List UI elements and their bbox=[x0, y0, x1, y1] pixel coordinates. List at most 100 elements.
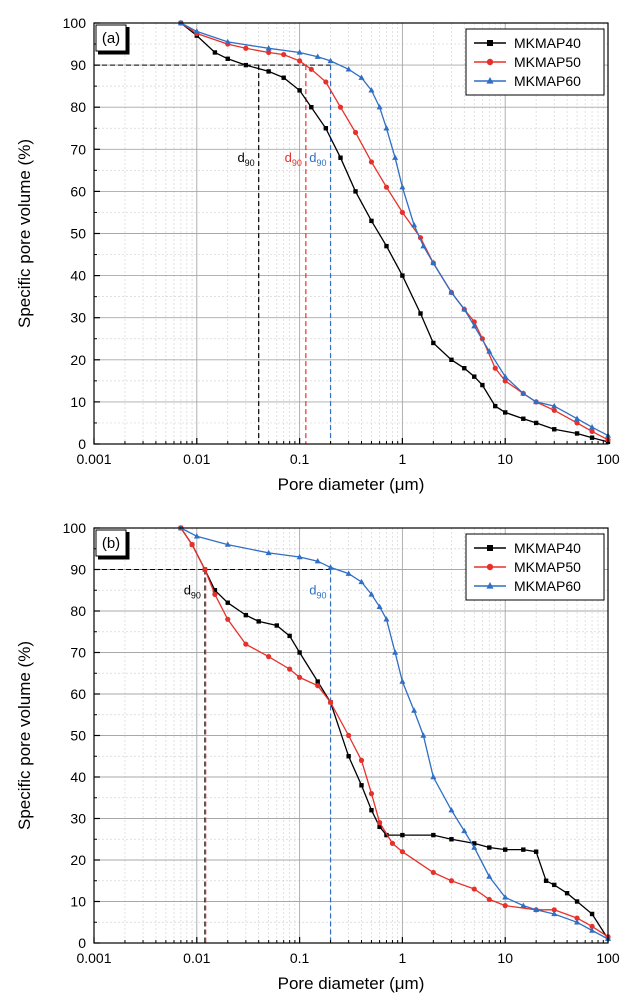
panel-label-box bbox=[95, 24, 127, 52]
y-tick-label: 20 bbox=[70, 852, 86, 868]
data-point-mkmap50 bbox=[243, 641, 249, 647]
data-point-mkmap50 bbox=[551, 407, 557, 413]
data-point-mkmap40 bbox=[564, 891, 570, 896]
y-tick-label: 10 bbox=[70, 394, 86, 410]
data-point-mkmap40 bbox=[266, 69, 271, 74]
data-point-mkmap40 bbox=[418, 311, 423, 316]
data-point-mkmap50 bbox=[574, 915, 580, 921]
data-point-mkmap50 bbox=[281, 51, 287, 58]
data-point-mkmap40 bbox=[400, 832, 405, 838]
data-point-mkmap60 bbox=[358, 578, 365, 585]
data-point-mkmap60 bbox=[376, 603, 383, 610]
data-point-mkmap60 bbox=[486, 348, 493, 354]
y-tick-label: 10 bbox=[70, 894, 86, 910]
data-point-mkmap60 bbox=[502, 894, 509, 900]
data-point-mkmap40 bbox=[533, 420, 539, 426]
data-point-mkmap60 bbox=[551, 402, 558, 409]
panel-label-shadow bbox=[98, 27, 130, 55]
legend-marker-mkmap40 bbox=[487, 545, 493, 551]
panel-label-box bbox=[95, 529, 127, 557]
data-point-mkmap60 bbox=[502, 373, 509, 379]
data-point-mkmap50 bbox=[346, 732, 352, 739]
data-point-mkmap40 bbox=[297, 88, 302, 93]
y-tick-label: 70 bbox=[70, 645, 86, 661]
data-point-mkmap50 bbox=[430, 869, 436, 876]
data-point-mkmap60 bbox=[486, 873, 493, 879]
data-point-mkmap60 bbox=[314, 53, 321, 59]
data-point-mkmap50 bbox=[212, 591, 218, 598]
data-point-mkmap60 bbox=[224, 541, 231, 547]
data-point-mkmap60 bbox=[376, 104, 383, 110]
data-point-mkmap60 bbox=[265, 45, 272, 51]
data-point-mkmap60 bbox=[368, 591, 375, 597]
data-point-mkmap40 bbox=[533, 849, 539, 854]
data-point-mkmap60 bbox=[420, 242, 427, 249]
data-point-mkmap50 bbox=[337, 104, 344, 110]
d90-label-mkmap60: d90 bbox=[309, 150, 326, 168]
data-point-mkmap40 bbox=[493, 403, 498, 409]
data-point-mkmap50 bbox=[551, 907, 557, 913]
data-point-mkmap60 bbox=[399, 183, 406, 190]
legend-label-mkmap50: MKMAP50 bbox=[514, 559, 581, 575]
d90-label-subscript: 90 bbox=[317, 590, 327, 600]
data-point-mkmap50 bbox=[486, 896, 492, 903]
d90-label-subscript: 90 bbox=[292, 158, 302, 168]
data-point-mkmap40 bbox=[323, 126, 329, 131]
x-tick-label: 1 bbox=[399, 451, 407, 467]
y-tick-label: 40 bbox=[70, 769, 86, 785]
data-point-mkmap50 bbox=[327, 699, 334, 705]
data-point-mkmap40 bbox=[353, 189, 358, 194]
data-point-mkmap50 bbox=[189, 542, 195, 548]
data-point-mkmap40 bbox=[543, 878, 549, 883]
legend-marker-mkmap50 bbox=[486, 563, 494, 571]
data-point-mkmap40 bbox=[521, 847, 526, 852]
legend-label-mkmap40: MKMAP40 bbox=[514, 540, 581, 556]
d90-label-subscript: 90 bbox=[317, 158, 327, 168]
x-tick-label: 0.1 bbox=[290, 451, 310, 467]
data-point-mkmap40 bbox=[503, 410, 508, 415]
data-point-mkmap50 bbox=[368, 159, 375, 165]
data-point-mkmap40 bbox=[225, 56, 230, 61]
y-tick-label: 40 bbox=[70, 268, 86, 284]
data-point-mkmap40 bbox=[574, 431, 580, 436]
data-point-mkmap40 bbox=[212, 588, 218, 593]
y-tick-label: 100 bbox=[63, 15, 87, 31]
x-axis-title: Pore diameter (μm) bbox=[278, 974, 425, 993]
data-point-mkmap50 bbox=[574, 420, 580, 426]
data-point-mkmap60 bbox=[589, 927, 596, 933]
data-point-mkmap60 bbox=[224, 38, 231, 45]
x-axis-title: Pore diameter (μm) bbox=[278, 475, 425, 494]
data-point-mkmap40 bbox=[287, 633, 292, 639]
data-point-mkmap60 bbox=[265, 549, 272, 556]
data-point-mkmap40 bbox=[359, 783, 364, 788]
data-point-mkmap40 bbox=[281, 75, 286, 80]
data-point-mkmap50 bbox=[297, 58, 303, 64]
data-point-mkmap50 bbox=[471, 886, 477, 892]
series-line-mkmap60 bbox=[180, 22, 609, 437]
legend: MKMAP40 MKMAP50 MKMAP60 bbox=[465, 28, 605, 96]
data-point-mkmap40 bbox=[431, 340, 436, 346]
x-tick-label: 1 bbox=[399, 950, 407, 966]
x-tick-label: 100 bbox=[596, 451, 620, 467]
y-tick-label: 80 bbox=[70, 99, 86, 115]
data-point-mkmap60 bbox=[471, 322, 478, 329]
legend-label-mkmap60: MKMAP60 bbox=[514, 73, 581, 89]
y-tick-label: 50 bbox=[70, 226, 86, 242]
data-point-mkmap50 bbox=[399, 849, 405, 855]
data-point-mkmap60 bbox=[296, 49, 303, 55]
data-point-mkmap50 bbox=[368, 791, 375, 797]
data-point-mkmap60 bbox=[574, 919, 581, 925]
data-point-mkmap60 bbox=[420, 732, 427, 738]
data-point-mkmap40 bbox=[297, 650, 302, 655]
data-point-mkmap50 bbox=[323, 79, 329, 85]
data-point-mkmap50 bbox=[383, 184, 390, 190]
x-tick-label: 10 bbox=[497, 451, 513, 467]
d90-label-subscript: 90 bbox=[191, 590, 201, 600]
data-point-mkmap40 bbox=[400, 273, 405, 278]
data-point-mkmap50 bbox=[266, 49, 272, 56]
data-point-mkmap40 bbox=[574, 899, 580, 904]
data-point-mkmap50 bbox=[389, 840, 396, 847]
data-point-mkmap50 bbox=[297, 674, 303, 681]
